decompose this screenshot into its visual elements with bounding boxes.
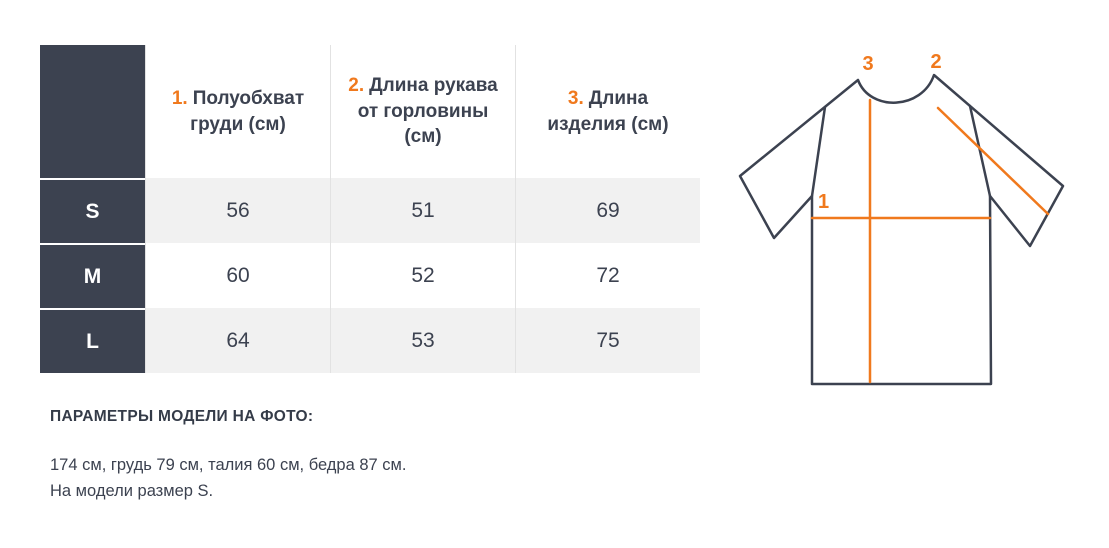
measure-label-chest: 1 [818,191,829,213]
table-cell: 75 [515,308,700,373]
column-number: 3. [567,87,584,109]
size-row-label-m: M [40,243,145,308]
table-cell: 69 [515,178,700,243]
size-row-label-l: L [40,308,145,373]
table-cell: 53 [330,308,515,373]
model-parameters-line2: На модели размер S. [50,482,214,501]
size-row-label-s: S [40,178,145,243]
model-parameters-line1: 174 см, грудь 79 см, талия 60 см, бедра … [50,456,407,474]
model-parameters-title: ПАРАМЕТРЫ МОДЕЛИ НА ФОТО: [50,408,314,425]
right-sleeve-seam [968,104,992,198]
table-corner-cell [40,45,145,178]
measure-label-length: 3 [862,53,873,75]
column-label: Длина рукава от горловины (см) [357,75,498,148]
column-number: 2. [348,75,365,97]
table-cell: 60 [145,243,330,308]
tshirt-measurement-diagram: 3 2 1 [718,18,1068,418]
table-cell: 51 [330,178,515,243]
table-cell: 52 [330,243,515,308]
size-table: 1. Полуобхват груди (см) 2. Длина рукава о… [40,45,700,373]
column-header-length: 3. Длина изделия (см) [515,45,700,178]
measure-line-sleeve [936,106,1050,216]
table-cell: 56 [145,178,330,243]
tshirt-outline [738,73,1065,386]
tshirt-diagram-svg: 3 2 1 [738,51,1065,386]
left-sleeve-seam [810,105,827,198]
column-label: Длина изделия (см) [547,87,669,135]
table-cell: 72 [515,243,700,308]
table-cell: 64 [145,308,330,373]
column-header-sleeve: 2. Длина рукава от горловины (см) [330,45,515,178]
column-label: Полуобхват груди (см) [190,87,305,135]
column-number: 1. [171,87,188,109]
model-parameters-section: ПАРАМЕТРЫ МОДЕЛИ НА ФОТО: 174 см, грудь … [50,408,670,505]
measure-label-sleeve: 2 [930,51,941,73]
column-header-chest: 1. Полуобхват груди (см) [145,45,330,178]
